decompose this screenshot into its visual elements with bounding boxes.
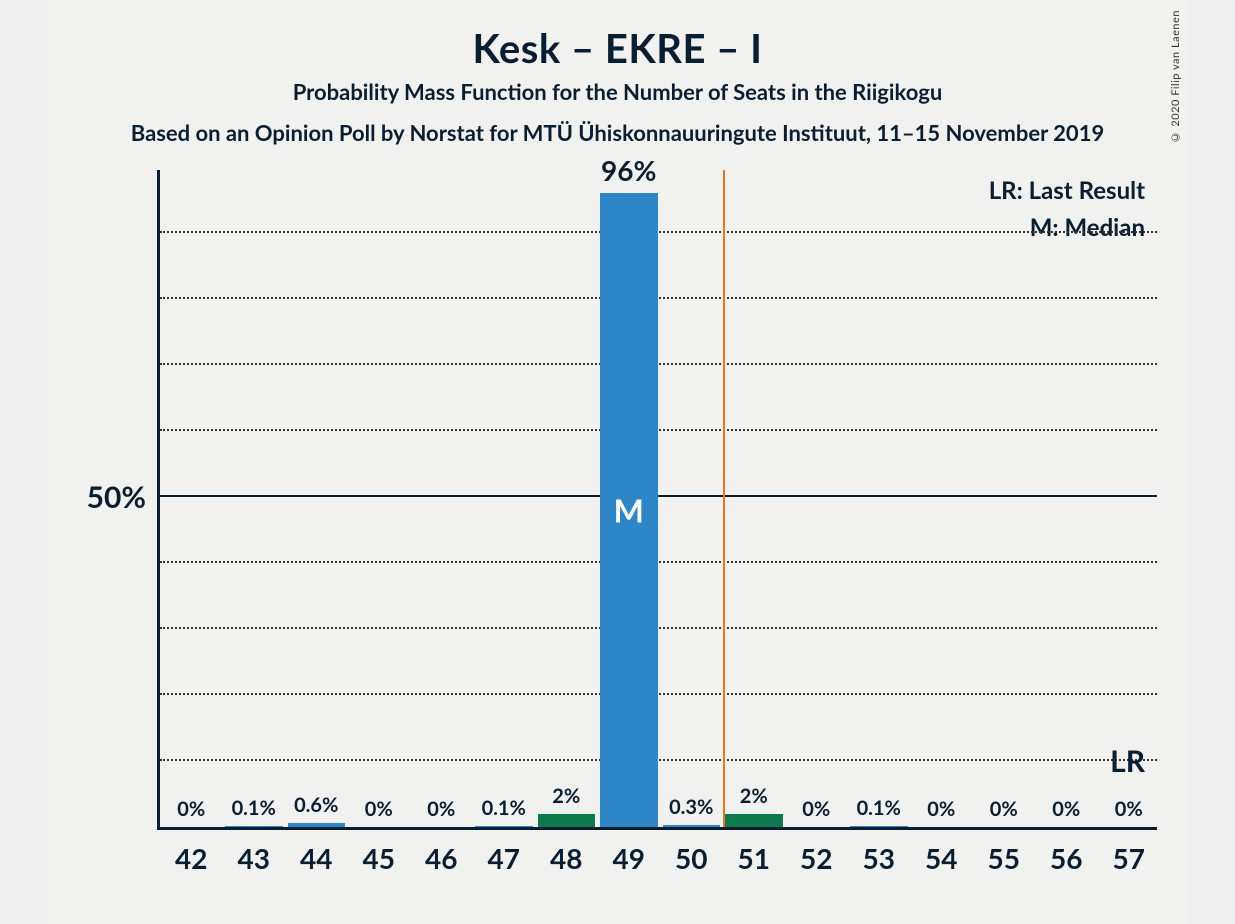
x-tick-label: 50 [675, 827, 707, 875]
x-tick-label: 53 [863, 827, 895, 875]
x-tick-label: 43 [238, 827, 270, 875]
median-mark: M [614, 491, 644, 530]
y-axis-label: 50% [87, 479, 160, 515]
bar-value-label: 0% [1052, 797, 1080, 827]
bar: 96%M [600, 193, 658, 827]
bar-value-label: 96% [601, 153, 656, 193]
bar: 2% [538, 814, 596, 827]
gridline [160, 561, 1157, 563]
bar-value-label: 0.1% [232, 796, 276, 826]
x-tick-label: 54 [925, 827, 957, 875]
bar-value-label: 0% [1115, 797, 1143, 827]
copyright-text: © 2020 Filip van Laenen [1169, 10, 1182, 143]
x-tick-label: 52 [800, 827, 832, 875]
lr-inline-label: LR [1110, 743, 1145, 779]
x-tick-label: 55 [988, 827, 1020, 875]
x-tick-label: 42 [175, 827, 207, 875]
bar-value-label: 0% [365, 797, 393, 827]
legend-m: M: Median [989, 213, 1145, 242]
bar-value-label: 0% [177, 797, 205, 827]
x-tick-label: 48 [550, 827, 582, 875]
x-tick-label: 45 [363, 827, 395, 875]
bar-value-label: 0.1% [857, 796, 901, 826]
legend-lr: LR: Last Result [989, 176, 1145, 205]
gridline [160, 363, 1157, 365]
gridline [160, 231, 1157, 233]
gridline [160, 627, 1157, 629]
bar-value-label: 0% [927, 797, 955, 827]
gridline-major [160, 495, 1157, 497]
x-tick-label: 49 [613, 827, 645, 875]
plot-area: LR: Last Result M: Median 50%0%420.1%430… [157, 170, 1157, 830]
x-tick-label: 57 [1113, 827, 1145, 875]
x-tick-label: 51 [738, 827, 770, 875]
bar-value-label: 0.1% [482, 796, 526, 826]
legend: LR: Last Result M: Median [989, 176, 1145, 250]
bar-value-label: 0% [990, 797, 1018, 827]
x-tick-label: 56 [1050, 827, 1082, 875]
x-tick-label: 46 [425, 827, 457, 875]
gridline [160, 693, 1157, 695]
x-tick-label: 44 [300, 827, 332, 875]
gridline [160, 297, 1157, 299]
chart-title: Kesk – EKRE – I [47, 0, 1188, 72]
bar-value-label: 0% [802, 797, 830, 827]
chart-container: © 2020 Filip van Laenen Kesk – EKRE – I … [47, 0, 1188, 924]
gridline [160, 429, 1157, 431]
last-result-line [723, 170, 725, 827]
bar-value-label: 0% [427, 797, 455, 827]
bar: 2% [725, 814, 783, 827]
bar-value-label: 2% [552, 784, 580, 814]
x-tick-label: 47 [488, 827, 520, 875]
gridline [160, 759, 1157, 761]
bar-value-label: 2% [740, 784, 768, 814]
bar-value-label: 0.6% [294, 793, 338, 823]
bar-value-label: 0.3% [669, 795, 713, 825]
chart-subtitle: Probability Mass Function for the Number… [47, 78, 1188, 105]
chart-source: Based on an Opinion Poll by Norstat for … [47, 119, 1188, 146]
